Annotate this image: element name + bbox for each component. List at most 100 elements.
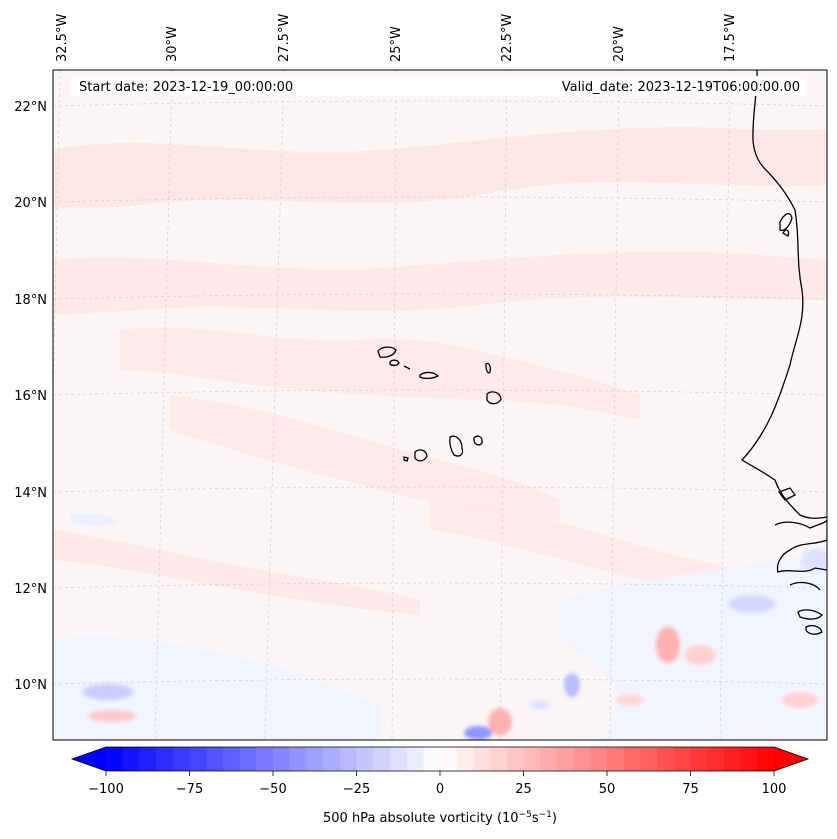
colorbar-segment [406,747,424,771]
lat-label: 14°N [14,486,47,501]
colorbar-segment [540,747,558,771]
colorbar-ticks: −100 −75 −50 −25 0 25 50 75 100 [88,771,786,797]
meridian-line [719,70,731,740]
field-band [170,395,560,520]
sao-nicolau-island [419,371,440,380]
parallel-line [53,582,827,589]
field-blob-red [782,692,818,708]
colorbar-segment [473,747,491,771]
colorbar-segment [289,747,307,771]
longitude-labels: 32.5°W 30°W 27.5°W 25°W 22.5°W 20°W 17.5… [55,14,738,62]
colorbar-tick-label: −50 [259,782,286,797]
colorbar-tick-label: 25 [515,782,532,797]
lon-label: 22.5°W [500,14,515,62]
colorbar-segment [423,747,441,771]
colorbar-segment [707,747,725,771]
colorbar-segment [657,747,675,771]
colorbar-segment [156,747,174,771]
colorbar-segment [122,747,140,771]
field-blob-blue [728,595,776,613]
colorbar-segment [356,747,374,771]
coast-detail [789,581,821,591]
field-band [120,327,640,420]
parallel-line [53,196,827,203]
field-patch-blue [70,512,120,526]
colorbar-tick-label: −25 [343,782,370,797]
colorbar-segment [306,747,324,771]
colorbar-segment [256,747,274,771]
latitude-labels: 22°N 20°N 18°N 16°N 14°N 12°N 10°N [14,100,47,693]
colorbar-segment [440,747,458,771]
colorbar-segment [573,747,591,771]
lon-label: 17.5°W [723,14,738,62]
colorbar-tick-label: 0 [436,782,444,797]
brava-island [403,456,409,462]
field-blob-blue [530,700,550,710]
colorbar-segment [523,747,541,771]
cape-verde-islands [377,346,502,462]
colorbar-segment [373,747,391,771]
graticule [53,70,827,740]
parallel-line [53,100,827,107]
colorbar-extend-min [72,747,106,771]
field-blob-red [616,694,644,706]
colorbar-segment [273,747,291,771]
colorbar-segment [740,747,758,771]
field-blob-blue [82,684,134,700]
colorbar-tick-label: 75 [682,782,699,797]
lat-label: 10°N [14,678,47,693]
parallel-line [53,293,827,300]
colorbar-title: 500 hPa absolute vorticity (10−5s−1) [323,810,557,826]
colorbar-segment [757,747,775,771]
colorbar-segment [339,747,358,771]
boa-vista-island [486,391,502,405]
coastlines [740,70,827,635]
colorbar-segment [556,747,575,771]
lat-label: 18°N [14,293,47,308]
lat-label: 12°N [14,582,47,597]
meridian-line [154,70,173,740]
maio-island [473,435,483,446]
bijagos-island [797,609,823,620]
map-frame [52,69,828,741]
colorbar-segment [607,747,625,771]
field-blob-red [656,627,680,663]
meridian-line [609,70,620,740]
lon-label: 20°W [612,26,627,62]
santo-antao-island [377,346,397,358]
coast-detail [782,229,790,237]
field-blob-red [488,708,512,736]
parallel-line [53,389,827,396]
meridian-line [391,70,397,740]
meridian-line [499,70,508,740]
lat-label: 20°N [14,196,47,211]
colorbar-segment [206,747,224,771]
colorbar-segment [590,747,608,771]
parallel-line [53,678,827,685]
field-band [53,251,827,315]
colorbar-segment [172,747,191,771]
sao-vicente-island [389,359,400,367]
lon-label: 32.5°W [55,14,70,62]
fogo-island [414,449,428,462]
lat-label: 22°N [14,100,47,115]
field-blob-blue [464,726,492,740]
vorticity-field [53,127,827,740]
field-blob-blue [801,548,827,572]
colorbar-tick-label: 100 [762,782,787,797]
colorbar-segment [106,747,124,771]
colorbar-segment [239,747,257,771]
colorbar-segment [673,747,692,771]
field-band [53,530,420,615]
colorbar-segment [323,747,341,771]
bijagos-island [805,625,823,635]
meridian-line [264,70,285,740]
lon-label: 27.5°W [277,14,292,62]
santiago-island [449,435,464,457]
colorbar-segment [623,747,641,771]
colorbar-segments [106,747,775,771]
colorbar: −100 −75 −50 −25 0 25 50 75 100 500 hPa absolute… [70,746,810,826]
colorbar-tick-label: −100 [88,782,124,797]
start-date-label: Start date: 2023-12-19_00:00:00 [79,80,293,95]
